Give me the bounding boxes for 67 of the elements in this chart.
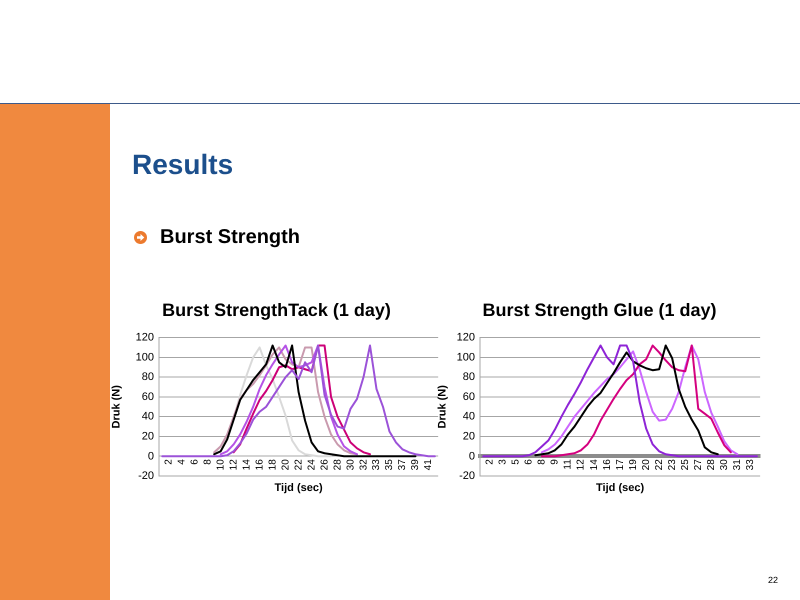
x-tick-label: 2 xyxy=(163,458,174,465)
x-tick-label: 18 xyxy=(267,458,278,470)
x-tick-label: 30 xyxy=(345,458,356,470)
x-tick-label: 35 xyxy=(384,458,396,470)
y-tick-label: 40 xyxy=(142,410,154,423)
y-tick-label: 100 xyxy=(136,351,154,364)
text: Results xyxy=(132,149,234,182)
x-tick-label: 20 xyxy=(280,458,292,470)
x-tick-label: 9 xyxy=(550,458,561,465)
y-tick-label: 120 xyxy=(136,332,154,344)
x-tick-label: 14 xyxy=(241,458,252,470)
x-tick-label: 22 xyxy=(293,458,304,470)
x-tick-label: 22 xyxy=(654,458,665,470)
x-tick-label: 28 xyxy=(332,458,344,470)
x-tick-label: 30 xyxy=(719,458,730,470)
y-tick-label: 20 xyxy=(142,430,154,442)
x-tick-label: 8 xyxy=(202,458,214,465)
x-tick-label: 8 xyxy=(536,458,548,465)
x-tick-label: 33 xyxy=(745,458,756,470)
x-tick-label: 25 xyxy=(680,458,691,470)
x-tick-label: 27 xyxy=(693,458,704,470)
x-tick-label: 4 xyxy=(176,458,188,465)
chart-title: Burst Strength Glue (1 day) xyxy=(482,300,717,320)
x-tick-label: 12 xyxy=(576,458,587,470)
y-tick-label: 60 xyxy=(462,390,475,403)
x-tick-label: 32 xyxy=(358,458,370,470)
y-axis-title: Druk (N) xyxy=(110,384,123,428)
x-tick-label: 16 xyxy=(602,458,613,470)
x-tick-label: 28 xyxy=(706,458,718,470)
x-tick-label: 3 xyxy=(498,458,509,465)
x-tick-label: 11 xyxy=(562,458,574,470)
x-tick-label: 5 xyxy=(510,458,522,465)
y-tick-label: 120 xyxy=(456,332,475,344)
x-tick-label: 6 xyxy=(524,458,535,465)
x-tick-label: 20 xyxy=(640,458,652,470)
y-tick-label: 20 xyxy=(462,430,475,442)
y-tick-label: 80 xyxy=(462,371,475,384)
x-tick-label: 37 xyxy=(397,458,408,470)
text: Burst Strength xyxy=(160,226,300,249)
x-tick-label: 23 xyxy=(666,458,678,470)
y-tick-label: 0 xyxy=(148,450,154,462)
y-tick-label: 80 xyxy=(142,371,154,384)
x-tick-label: 2 xyxy=(484,458,496,465)
y-tick-label: 100 xyxy=(456,351,475,364)
x-axis-title: Tijd (sec) xyxy=(274,482,323,494)
chart-title: Burst StrengthTack (1 day) xyxy=(162,300,391,320)
x-tick-label: 10 xyxy=(215,458,226,470)
y-axis-title: Druk (N) xyxy=(436,384,449,428)
x-tick-label: 41 xyxy=(423,458,434,470)
x-tick-label: 24 xyxy=(306,458,318,470)
x-tick-label: 39 xyxy=(410,458,422,470)
y-tick-label: 40 xyxy=(462,410,475,423)
y-tick-label: -20 xyxy=(459,470,475,482)
x-tick-label: 31 xyxy=(732,458,744,470)
x-tick-label: 16 xyxy=(254,458,266,470)
y-tick-label: 0 xyxy=(468,450,475,462)
x-tick-label: 19 xyxy=(628,458,639,470)
x-tick-label: 26 xyxy=(319,458,330,470)
text: 22 xyxy=(768,575,778,586)
x-axis-title: Tijd (sec) xyxy=(596,482,644,494)
x-tick-label: 33 xyxy=(371,458,382,470)
y-tick-label: -20 xyxy=(138,470,154,482)
y-tick-label: 60 xyxy=(142,390,154,403)
x-tick-label: 14 xyxy=(588,458,600,470)
x-tick-label: 6 xyxy=(189,458,200,465)
x-tick-label: 17 xyxy=(614,458,626,470)
x-tick-label: 12 xyxy=(228,458,240,470)
